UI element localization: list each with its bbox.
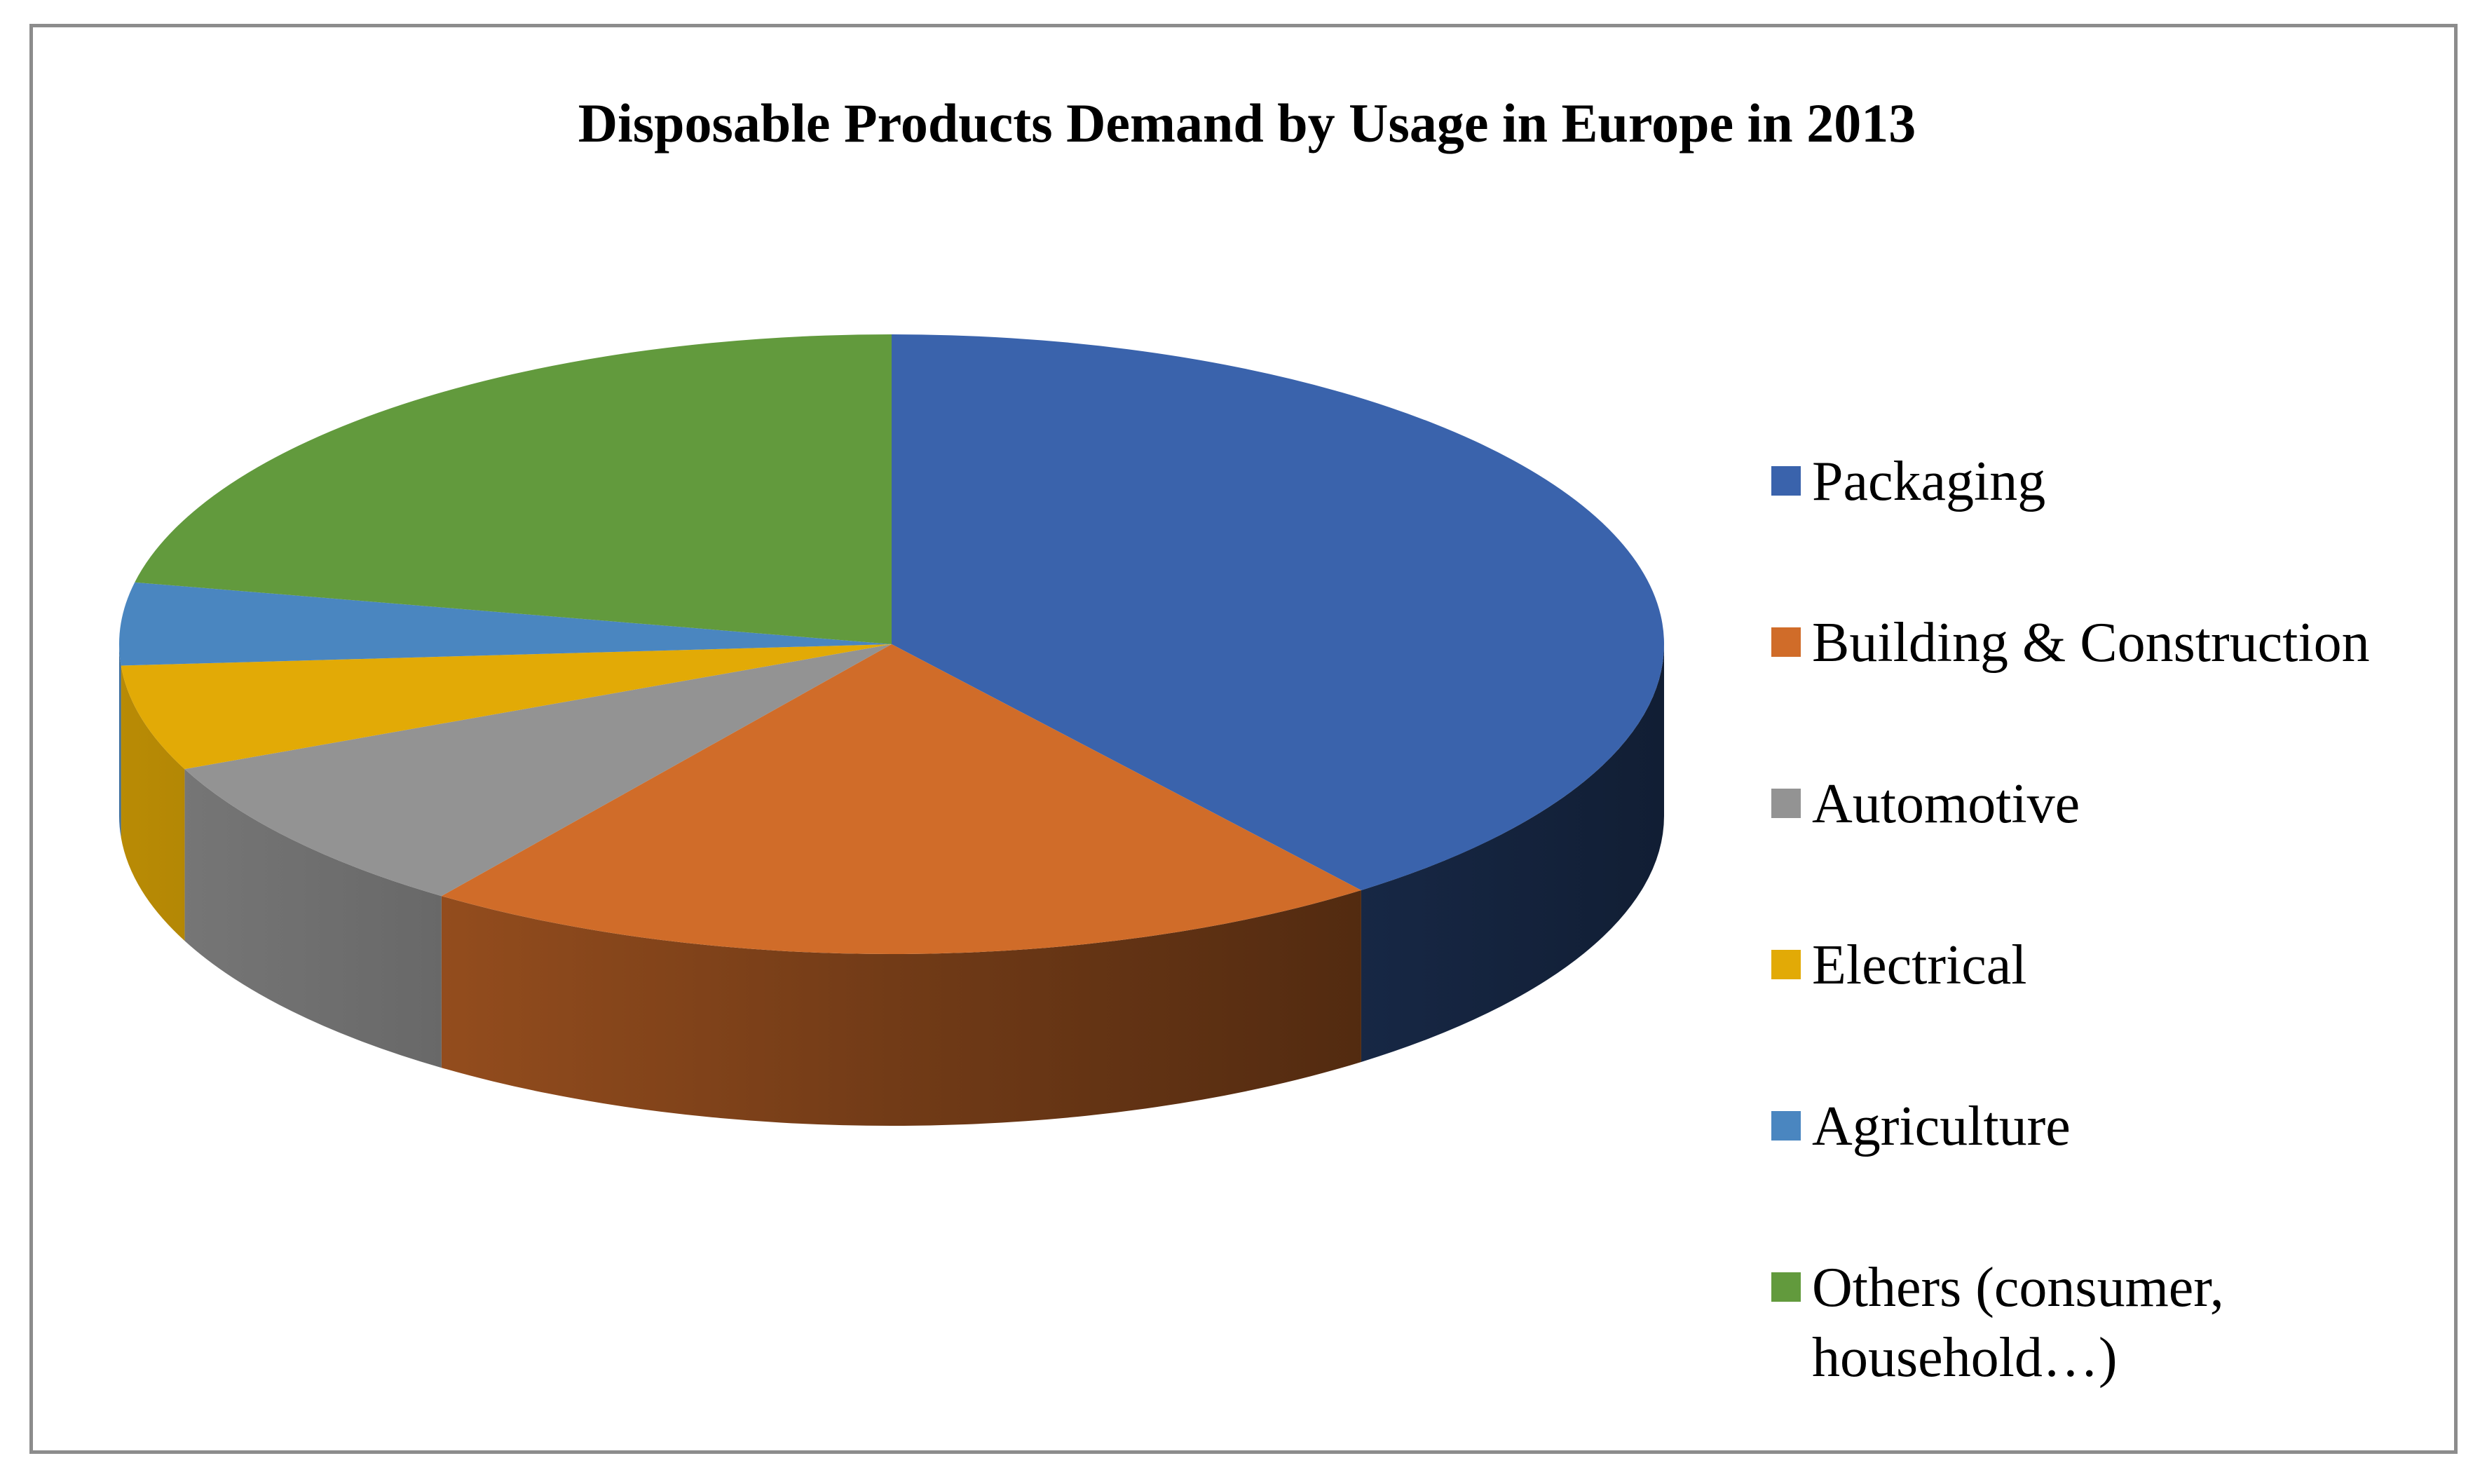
legend-item-automotive: Automotive bbox=[1771, 769, 2443, 839]
pie-slice-electrical bbox=[121, 644, 892, 770]
legend-label: Others (consumer, household…) bbox=[1812, 1257, 2224, 1389]
legend-item-others-consumer-household: Others (consumer, household…) bbox=[1771, 1253, 2443, 1393]
legend-swatch bbox=[1771, 950, 1801, 979]
pie-side-packaging bbox=[1361, 644, 1664, 1062]
pie-slice-packaging bbox=[892, 334, 1664, 890]
pie-chart bbox=[118, 334, 1664, 1126]
legend-item-building-construction: Building & Construction bbox=[1771, 608, 2443, 678]
legend-swatch bbox=[1771, 1111, 1801, 1141]
pie-top bbox=[118, 334, 1664, 954]
legend-swatch bbox=[1771, 466, 1801, 496]
legend-label: Building & Construction bbox=[1812, 612, 2370, 674]
pie-slice-agriculture bbox=[118, 582, 892, 666]
pie-slice-others-consumer-household bbox=[135, 334, 892, 644]
legend-label: Agriculture bbox=[1812, 1096, 2071, 1157]
legend-swatch bbox=[1771, 1272, 1801, 1302]
legend-swatch bbox=[1771, 789, 1801, 818]
pie-slice-building-construction bbox=[441, 644, 1361, 954]
legend-label: Automotive bbox=[1812, 773, 2080, 835]
chart-frame: Disposable Products Demand by Usage in E… bbox=[29, 24, 2458, 1454]
pie-sides bbox=[119, 644, 1664, 1126]
legend-label: Packaging bbox=[1812, 451, 2046, 512]
legend-label: Electrical bbox=[1812, 934, 2027, 996]
legend-swatch bbox=[1771, 627, 1801, 657]
pie-side-agriculture bbox=[119, 644, 121, 838]
legend-item-electrical: Electrical bbox=[1771, 930, 2443, 1000]
legend-item-packaging: Packaging bbox=[1771, 447, 2443, 517]
pie-side-automotive bbox=[184, 769, 442, 1068]
chart-title: Disposable Products Demand by Usage in E… bbox=[578, 93, 1916, 154]
pie-side-building-construction bbox=[441, 890, 1361, 1126]
pie-slice-automotive bbox=[184, 644, 892, 897]
legend-item-agriculture: Agriculture bbox=[1771, 1091, 2443, 1162]
legend: Packaging Building & Construction Automoti… bbox=[1771, 27, 2458, 1450]
pie-side-electrical bbox=[121, 665, 185, 941]
